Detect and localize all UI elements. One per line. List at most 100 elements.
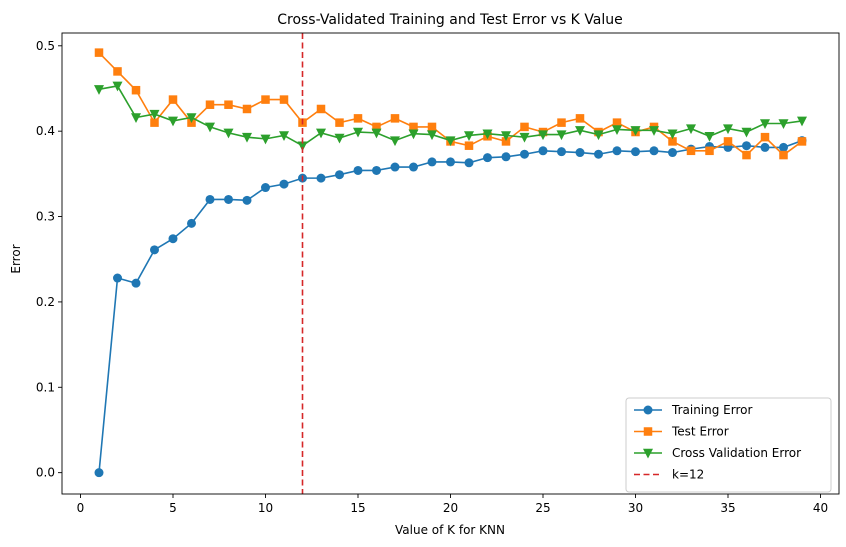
x-tick-label-20: 20 — [443, 501, 458, 515]
data-point-s1-k2 — [113, 273, 122, 283]
data-point-s1-k29 — [612, 146, 622, 156]
data-point-s1-k32 — [668, 148, 677, 158]
data-point-s1-k8 — [224, 194, 233, 204]
y-tick-label-0: 0.0 — [36, 466, 55, 480]
data-point-s2-k15 — [353, 114, 363, 123]
data-point-s1-k6 — [187, 218, 196, 228]
data-point-s1-k7 — [205, 194, 215, 204]
data-point-s3-k15 — [353, 127, 363, 138]
data-point-s3-k6 — [186, 113, 197, 124]
data-point-s3-k2 — [112, 81, 123, 92]
data-point-s3-k34 — [704, 132, 715, 142]
chart-title: Cross-Validated Training and Test Error … — [277, 12, 623, 28]
data-point-s2-k21 — [464, 141, 474, 150]
legend-label-3: Cross Validation Error — [672, 446, 801, 460]
data-point-s2-k26 — [557, 118, 566, 127]
data-point-s3-k23 — [501, 131, 511, 141]
data-point-s3-k37 — [760, 119, 770, 129]
data-point-s1-k17 — [390, 162, 400, 172]
x-tick-label-35: 35 — [720, 501, 735, 515]
data-point-s3-k10 — [260, 134, 271, 145]
plot-area: 0 5 10 15 20 25 30 35 40 0.0 0.1 0.2 0.3 0.4 0.5 — [36, 32, 840, 515]
data-point-s1-k30 — [631, 147, 640, 157]
data-point-s1-k18 — [409, 162, 418, 172]
y-axis-label: Error — [9, 244, 23, 273]
data-point-s2-k38 — [779, 150, 788, 160]
y-tick-label-3: 0.3 — [36, 210, 55, 224]
data-point-s2-k1 — [94, 48, 104, 57]
data-point-s2-k7 — [205, 100, 215, 109]
legend-label-2: Test Error — [671, 425, 729, 439]
data-point-s3-k30 — [630, 126, 641, 136]
data-point-s3-k14 — [334, 133, 345, 144]
data-point-s2-k3 — [131, 85, 141, 95]
data-point-s1-k4 — [150, 245, 159, 255]
x-tick-label-30: 30 — [628, 501, 643, 515]
data-point-s3-k19 — [427, 130, 437, 141]
x-tick-label-5: 5 — [169, 501, 177, 515]
data-point-s2-k39 — [797, 137, 807, 146]
data-point-s3-k7 — [205, 122, 215, 133]
data-point-s2-k18 — [409, 122, 418, 132]
data-point-s2-k8 — [224, 100, 233, 109]
data-point-s1-k36 — [742, 141, 751, 151]
legend-label-1: Training Error — [671, 403, 752, 417]
data-point-s1-k23 — [501, 152, 511, 162]
x-tick-label-25: 25 — [535, 501, 550, 515]
data-point-s3-k22 — [482, 129, 493, 140]
data-point-s3-k5 — [168, 116, 178, 127]
data-point-s3-k26 — [556, 130, 567, 141]
data-point-s3-k29 — [612, 125, 622, 135]
data-point-s3-k36 — [741, 127, 752, 138]
data-point-s1-k25 — [538, 146, 548, 156]
data-point-s2-k19 — [427, 122, 437, 132]
data-point-s3-k9 — [242, 132, 252, 143]
y-tick-label-4: 0.4 — [36, 124, 55, 138]
data-point-s3-k3 — [131, 113, 141, 124]
data-point-s2-k37 — [760, 132, 770, 142]
data-point-s1-k9 — [242, 195, 252, 205]
data-point-s1-k37 — [760, 142, 770, 152]
data-point-s1-k16 — [372, 165, 381, 175]
data-point-s3-k11 — [279, 131, 289, 141]
data-point-s1-k15 — [353, 165, 363, 175]
data-point-s2-k24 — [520, 122, 529, 132]
data-point-s3-k27 — [575, 126, 585, 136]
x-tick-label-0: 0 — [77, 501, 85, 515]
data-point-s1-k27 — [575, 148, 585, 158]
data-point-s3-k17 — [390, 136, 400, 147]
data-point-s3-k8 — [223, 128, 234, 139]
data-point-s1-k21 — [464, 158, 474, 168]
data-point-s3-k13 — [316, 128, 326, 139]
data-point-s2-k17 — [390, 114, 400, 123]
data-point-s3-k12 — [297, 141, 308, 152]
data-point-s1-k1 — [94, 468, 104, 478]
data-point-s3-k21 — [464, 131, 474, 141]
data-point-s3-k32 — [667, 129, 678, 140]
data-point-s3-k39 — [797, 116, 807, 127]
data-point-s2-k13 — [316, 104, 326, 114]
data-point-s1-k14 — [335, 170, 344, 180]
data-point-s3-k31 — [649, 126, 659, 136]
data-point-s1-k3 — [131, 278, 141, 288]
y-tick-label-1: 0.1 — [36, 380, 55, 394]
data-point-s2-k5 — [168, 95, 178, 104]
data-point-s3-k24 — [519, 132, 530, 143]
data-point-s2-k4 — [150, 118, 159, 127]
data-point-s3-k16 — [371, 128, 382, 139]
data-point-s1-k31 — [649, 146, 659, 156]
data-point-s2-k35 — [723, 137, 733, 146]
data-point-s3-k38 — [778, 119, 789, 129]
data-point-s1-k24 — [520, 149, 529, 159]
x-tick-label-10: 10 — [258, 501, 273, 515]
legend-box — [625, 397, 832, 493]
data-point-s1-k11 — [279, 179, 289, 189]
legend-marker-3 — [643, 448, 653, 459]
data-point-s3-k25 — [538, 130, 548, 141]
data-point-s2-k16 — [372, 122, 381, 132]
data-point-s1-k10 — [261, 183, 270, 193]
data-point-s1-k28 — [594, 149, 603, 159]
data-point-s2-k2 — [113, 67, 122, 76]
data-point-s2-k23 — [501, 137, 511, 146]
